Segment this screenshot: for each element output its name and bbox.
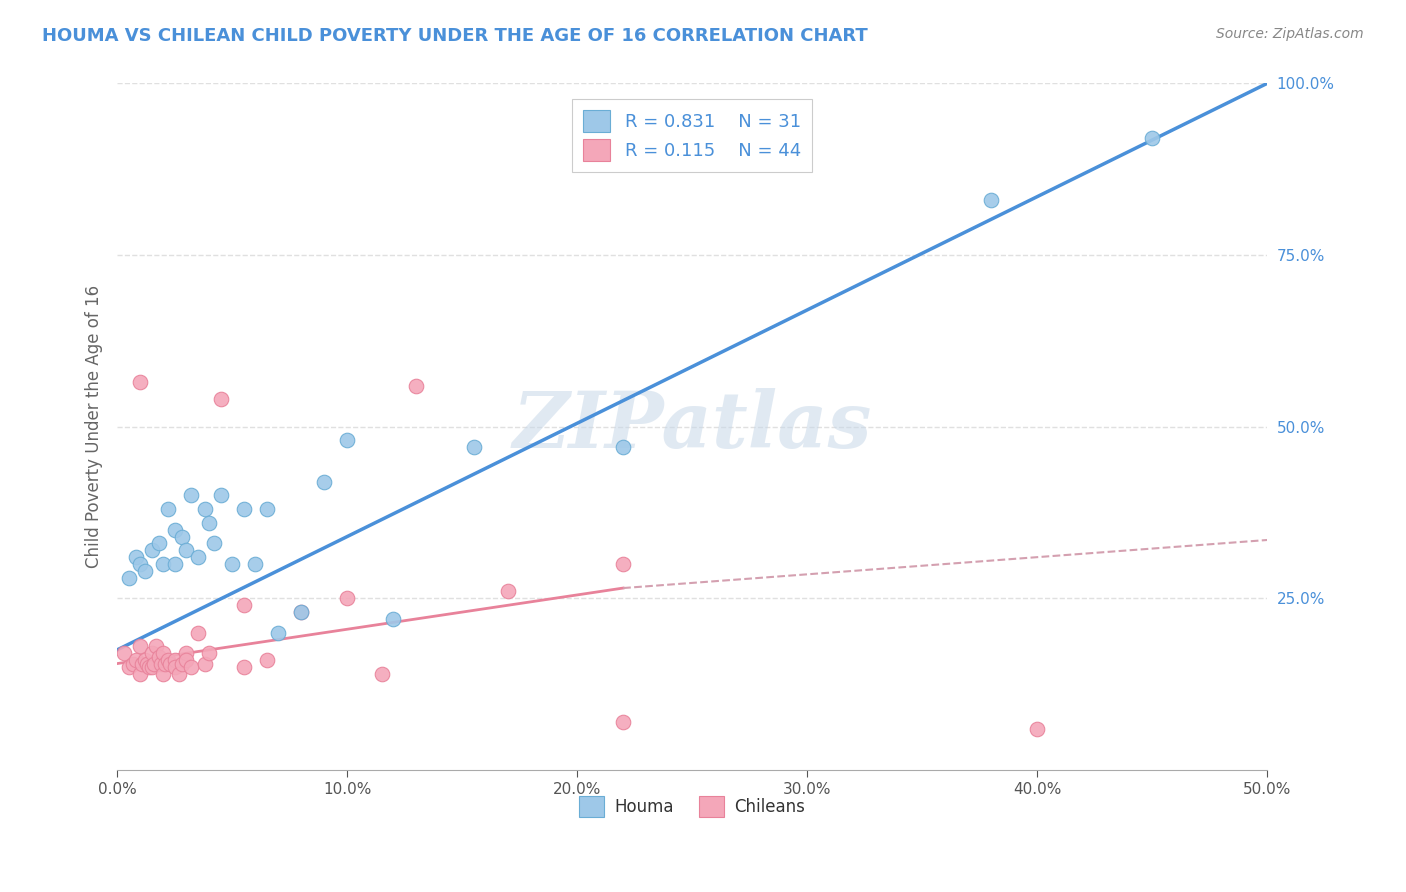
Point xyxy=(180,488,202,502)
Point xyxy=(156,653,179,667)
Point xyxy=(141,646,163,660)
Text: Source: ZipAtlas.com: Source: ZipAtlas.com xyxy=(1216,27,1364,41)
Point xyxy=(463,440,485,454)
Point xyxy=(336,591,359,606)
Point xyxy=(169,666,191,681)
Point xyxy=(156,502,179,516)
Point xyxy=(152,557,174,571)
Point xyxy=(232,660,254,674)
Point xyxy=(152,666,174,681)
Point xyxy=(141,660,163,674)
Point xyxy=(118,571,141,585)
Point xyxy=(163,523,186,537)
Point xyxy=(496,584,519,599)
Point xyxy=(314,475,336,489)
Point xyxy=(112,646,135,660)
Point xyxy=(405,378,427,392)
Point xyxy=(194,657,217,671)
Point xyxy=(129,666,152,681)
Point xyxy=(267,625,290,640)
Point xyxy=(170,657,193,671)
Point xyxy=(163,653,186,667)
Point xyxy=(141,543,163,558)
Point xyxy=(149,657,172,671)
Point xyxy=(232,502,254,516)
Point xyxy=(370,666,392,681)
Point xyxy=(180,660,202,674)
Point xyxy=(134,564,156,578)
Point xyxy=(124,653,146,667)
Point xyxy=(198,646,221,660)
Y-axis label: Child Poverty Under the Age of 16: Child Poverty Under the Age of 16 xyxy=(86,285,103,568)
Point xyxy=(612,557,634,571)
Point xyxy=(194,502,217,516)
Point xyxy=(612,440,634,454)
Point xyxy=(209,392,232,407)
Point xyxy=(163,660,186,674)
Point xyxy=(124,550,146,565)
Point xyxy=(174,543,197,558)
Point xyxy=(232,599,254,613)
Point xyxy=(122,657,145,671)
Point xyxy=(612,714,634,729)
Legend: Houma, Chileans: Houma, Chileans xyxy=(572,789,811,823)
Point xyxy=(143,657,166,671)
Point xyxy=(187,625,209,640)
Point xyxy=(134,653,156,667)
Point xyxy=(129,557,152,571)
Point xyxy=(138,660,160,674)
Point xyxy=(129,640,152,654)
Point xyxy=(129,375,152,389)
Point xyxy=(148,536,170,550)
Point xyxy=(148,649,170,664)
Point xyxy=(187,550,209,565)
Point xyxy=(163,557,186,571)
Point xyxy=(145,640,167,654)
Point xyxy=(290,605,312,619)
Point xyxy=(980,193,1002,207)
Point xyxy=(136,657,159,671)
Point xyxy=(1026,722,1049,736)
Point xyxy=(256,653,278,667)
Point xyxy=(174,653,197,667)
Point xyxy=(174,646,197,660)
Text: ZIPatlas: ZIPatlas xyxy=(512,389,872,465)
Point xyxy=(209,488,232,502)
Point xyxy=(382,612,405,626)
Point xyxy=(290,605,312,619)
Point xyxy=(155,657,177,671)
Point xyxy=(152,646,174,660)
Point xyxy=(118,660,141,674)
Point xyxy=(1140,131,1163,145)
Point xyxy=(159,657,181,671)
Point xyxy=(170,530,193,544)
Point xyxy=(256,502,278,516)
Point xyxy=(131,657,153,671)
Point xyxy=(198,516,221,530)
Point xyxy=(202,536,225,550)
Point xyxy=(243,557,266,571)
Point xyxy=(336,434,359,448)
Point xyxy=(221,557,243,571)
Text: HOUMA VS CHILEAN CHILD POVERTY UNDER THE AGE OF 16 CORRELATION CHART: HOUMA VS CHILEAN CHILD POVERTY UNDER THE… xyxy=(42,27,868,45)
